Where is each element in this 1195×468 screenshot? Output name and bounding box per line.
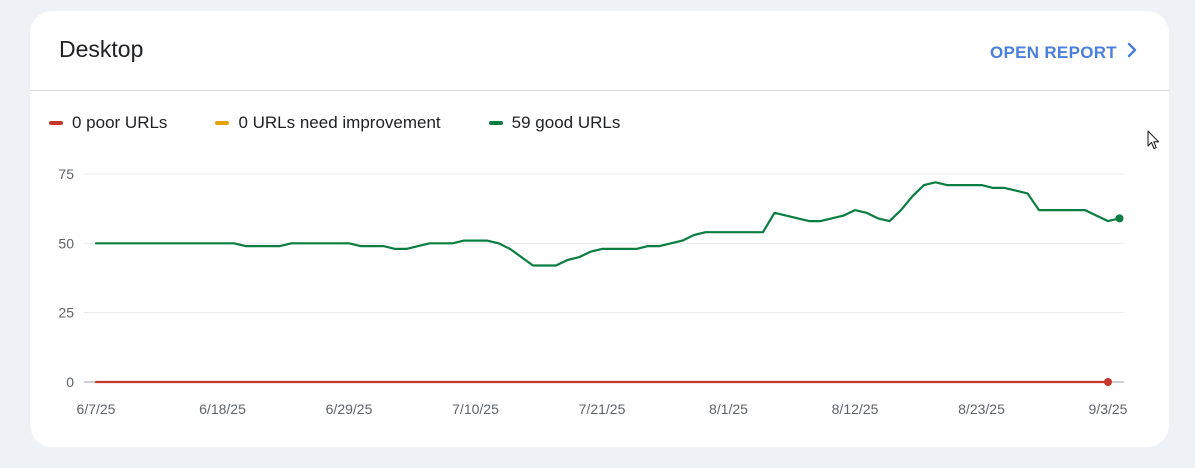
x-tick-label: 9/3/25 [1089, 401, 1128, 417]
y-tick-label: 50 [58, 235, 74, 251]
legend-item-poor[interactable]: 0 poor URLs [49, 113, 167, 133]
x-tick-label: 6/18/25 [199, 401, 246, 417]
series-end-point-59-good-urls [1115, 214, 1124, 223]
y-tick-label: 25 [58, 305, 74, 321]
y-tick-label: 0 [66, 374, 74, 390]
x-tick-label: 7/21/25 [579, 401, 626, 417]
open-report-label: OPEN REPORT [989, 42, 1117, 62]
chart-legend: 0 poor URLs 0 URLs need improvement 59 g… [49, 113, 668, 133]
line-chart: 0 25 50 75 6/7/25 6/18/25 6/29/25 7/10/25 7/21/2… [58, 166, 1128, 417]
x-tick-label: 8/23/25 [958, 401, 1005, 417]
legend-label-poor: 0 poor URLs [72, 113, 168, 132]
legend-swatch-need-improvement [215, 121, 230, 125]
series-end-point-0-poor-urls [1104, 378, 1112, 386]
series-line-59-good-urls [94, 181, 1121, 267]
x-tick-label: 8/1/25 [709, 401, 748, 417]
report-card: Desktop OPEN REPORT 0 poor URLs 0 URLs n… [30, 11, 1169, 447]
mouse-pointer-icon [1147, 130, 1161, 157]
legend-swatch-poor [49, 121, 63, 125]
legend-item-good[interactable]: 59 good URLs [488, 113, 621, 133]
legend-item-need-improvement[interactable]: 0 URLs need improvement [215, 113, 441, 133]
card-title: Desktop [59, 36, 144, 62]
x-tick-label: 8/12/25 [832, 401, 879, 417]
open-report-button[interactable]: OPEN REPORT [990, 42, 1137, 63]
x-tick-label: 7/10/25 [452, 401, 499, 417]
legend-label-need-improvement: 0 URLs need improvement [238, 113, 441, 132]
x-tick-label: 6/7/25 [77, 401, 116, 417]
chevron-right-icon [1127, 42, 1137, 63]
legend-swatch-good [488, 121, 503, 125]
legend-label-good: 59 good URLs [511, 113, 621, 132]
card-header: Desktop OPEN REPORT [30, 11, 1169, 91]
x-tick-label: 6/29/25 [326, 401, 373, 417]
y-tick-label: 75 [58, 166, 74, 182]
